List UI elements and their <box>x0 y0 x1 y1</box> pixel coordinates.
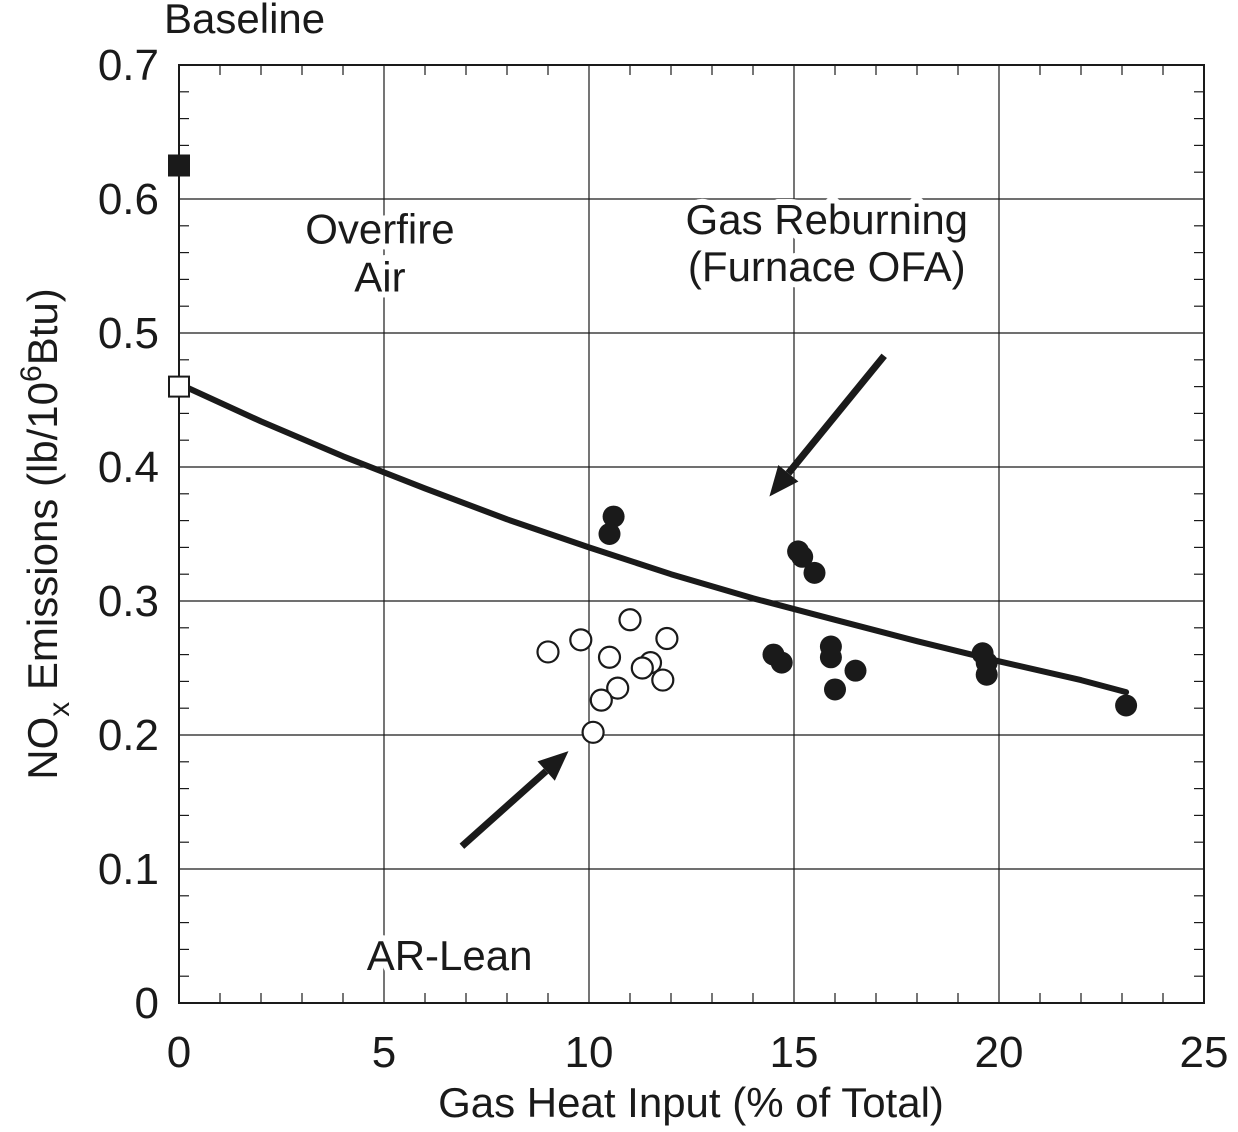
minor-ticks <box>179 65 1204 1003</box>
plot-frame <box>178 64 1205 1004</box>
ar-lean-point <box>630 656 654 680</box>
annotation-label: Baseline <box>164 0 325 42</box>
overfire-air-point <box>168 375 190 398</box>
y-tick-label: 0.3 <box>98 577 159 626</box>
arrow-shaft <box>459 768 549 849</box>
x-axis-label: Gas Heat Input (% of Total) <box>438 1079 944 1126</box>
fit-curve-layer <box>176 380 1130 696</box>
tick-labels: 0 5 10 15 20 25 0 0.1 0.2 0.3 0.4 0.5 0.6 0.7 <box>98 41 1229 1077</box>
arrow-shaft <box>785 353 887 476</box>
ar-lean-point <box>618 608 642 632</box>
x-tick-label: 0 <box>167 1028 191 1077</box>
x-tick-label: 20 <box>975 1028 1024 1077</box>
x-tick-label: 15 <box>770 1028 819 1077</box>
grid <box>179 65 1204 1003</box>
annotation-label: AR-Lean <box>367 932 533 979</box>
reburn-point <box>819 646 842 669</box>
y-tick-label: 0 <box>135 979 159 1028</box>
arrow-head <box>769 465 799 497</box>
baseline-point <box>168 154 190 177</box>
ar-lean-point <box>655 626 679 651</box>
annotation-label: Air <box>354 254 405 301</box>
ar-lean-point <box>651 668 675 692</box>
ar-lean-point <box>597 645 622 669</box>
ar-lean-point <box>589 688 613 712</box>
reburn-point <box>598 523 621 545</box>
ar-lean-point <box>569 628 593 652</box>
reburn-point <box>1115 694 1138 717</box>
y-axis-label: NOx Emissions (lb/106Btu) <box>15 288 76 780</box>
reburn-point <box>602 505 625 528</box>
reburn-point <box>803 561 826 584</box>
y-tick-label: 0.1 <box>98 845 159 894</box>
x-tick-label: 5 <box>372 1028 396 1077</box>
fit-curve <box>176 380 1130 696</box>
x-tick-label: 10 <box>565 1028 614 1077</box>
y-tick-label: 0.7 <box>98 41 159 90</box>
reburn-point <box>770 651 793 674</box>
annotation-label: (Furnace OFA) <box>688 243 966 290</box>
y-tick-label: 0.5 <box>98 309 159 358</box>
y-tick-label: 0.4 <box>98 443 159 492</box>
reburn-point <box>975 663 998 686</box>
y-tick-label: 0.6 <box>98 175 159 224</box>
arrow-head <box>537 751 569 781</box>
ar-lean-point <box>606 676 630 700</box>
data-points <box>168 154 1138 744</box>
ar-lean-point <box>536 640 560 664</box>
annotation-label: Overfire <box>305 205 454 252</box>
reburn-point <box>791 545 814 568</box>
y-tick-label: 0.2 <box>98 711 159 760</box>
reburn-point <box>824 678 846 701</box>
annotation-label: Gas Reburning <box>686 196 969 243</box>
reburn-point <box>844 659 867 682</box>
ar-lean-point <box>581 720 605 744</box>
x-tick-label: 25 <box>1180 1028 1229 1077</box>
arrows <box>459 353 887 849</box>
